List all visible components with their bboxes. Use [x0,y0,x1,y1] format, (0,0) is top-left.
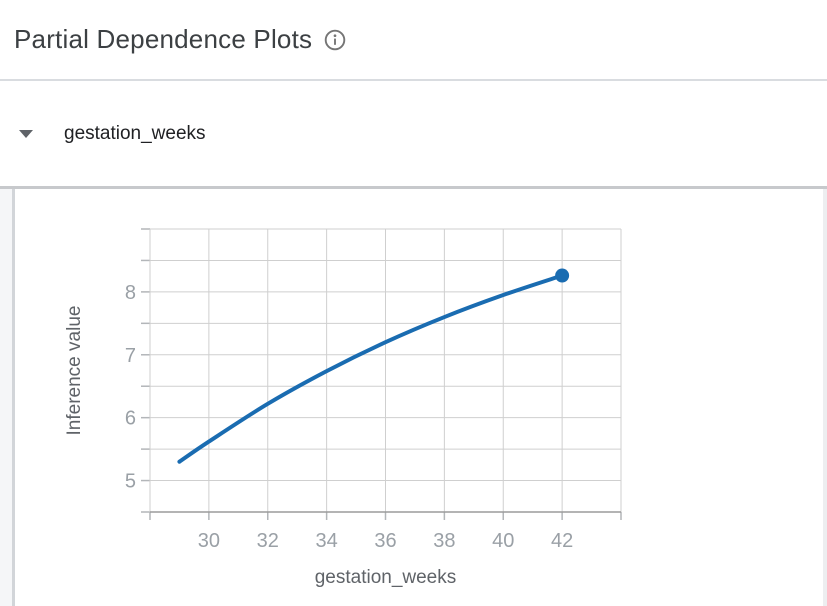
x-tick-label: 36 [374,530,396,552]
left-gutter [0,189,12,606]
chevron-down-icon [19,129,33,138]
x-tick-label: 30 [198,530,220,552]
x-axis-title: gestation_weeks [315,567,457,588]
section-divider [0,186,827,189]
page-title: Partial Dependence Plots [14,24,313,54]
pdp-line [177,273,565,464]
y-tick-label: 8 [125,282,136,304]
y-axis-title: Inference value [64,306,85,436]
x-tick-label: 38 [433,530,455,552]
x-tick-label: 40 [492,530,514,552]
feature-section-header[interactable]: gestation_weeks [0,81,827,186]
pdp-chart: 5 6 7 8 30 32 34 36 38 40 42 gestation_weeks Inferen… [64,228,622,588]
y-tick-label: 7 [125,345,136,367]
x-tick-label: 42 [551,530,573,552]
header-divider [0,79,827,81]
x-tick-label: 34 [316,530,338,552]
page-header: Partial Dependence Plots [0,0,827,79]
y-tick-label: 5 [125,471,136,493]
x-tick-label: 32 [257,530,279,552]
endpoint-marker [555,268,570,283]
feature-name-label: gestation_weeks [64,122,206,144]
right-panel-edge [823,189,827,606]
left-panel-edge [12,189,15,606]
y-tick-label: 6 [125,408,136,430]
plot-panel: 5 6 7 8 30 32 34 36 38 40 42 gestation_weeks Inferen… [0,189,827,606]
info-icon[interactable] [323,28,347,52]
